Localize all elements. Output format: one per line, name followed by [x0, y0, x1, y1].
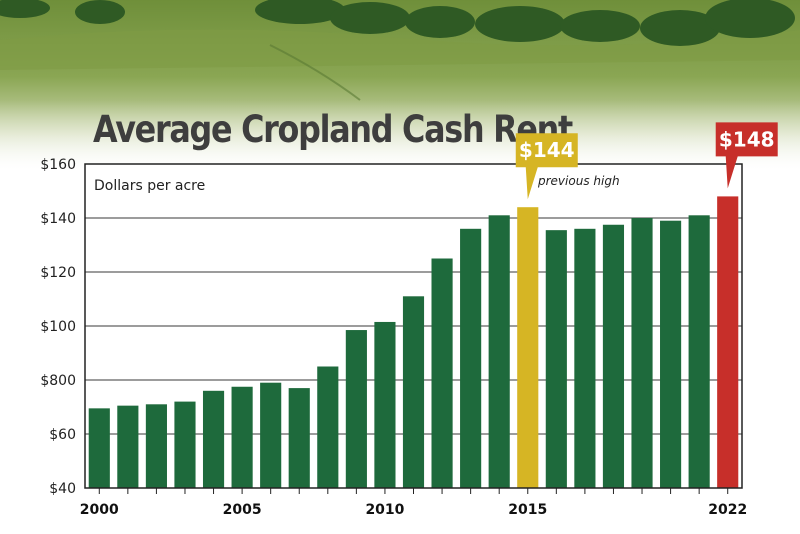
bar-2003: [174, 401, 196, 488]
bar-2020: [660, 220, 682, 488]
bar-2014: [488, 215, 510, 489]
bar-2011: [402, 296, 425, 488]
callout-2022: $148: [715, 122, 778, 189]
bar-2016: [545, 230, 567, 488]
bar-2017: [574, 228, 596, 489]
bar-2021: [688, 215, 710, 489]
y-tick-label: $120: [40, 265, 76, 281]
callout-box: [715, 122, 778, 189]
callout-note: previous high: [537, 174, 620, 188]
bar-2006: [260, 382, 282, 488]
bar-2004: [202, 390, 225, 488]
bar-2012: [431, 258, 453, 488]
bar-2000: [88, 408, 110, 488]
y-axis-label: Dollars per acre: [94, 178, 205, 194]
y-tick-label: $800: [40, 373, 76, 389]
bar-2018: [602, 224, 625, 488]
bar-2013: [460, 228, 482, 489]
chart-title: Average Cropland Cash Rent: [93, 108, 573, 151]
x-tick-label: 2000: [80, 502, 119, 518]
y-tick-label: $60: [49, 427, 76, 443]
bar-2005: [231, 386, 253, 488]
callout-2015: $144: [515, 133, 578, 200]
bar-2008: [317, 366, 339, 488]
bar-2001: [117, 405, 139, 488]
bar-2022: [717, 196, 739, 488]
x-tick-label: 2022: [708, 502, 747, 518]
callout-label: $148: [719, 127, 775, 151]
bar-2010: [374, 321, 396, 488]
y-tick-label: $160: [40, 157, 76, 173]
y-tick-label: $40: [49, 481, 76, 497]
y-tick-label: $140: [40, 211, 76, 227]
bar-2002: [145, 404, 167, 488]
bar-2007: [288, 388, 310, 488]
x-tick-label: 2010: [365, 502, 404, 518]
x-tick-label: 2005: [223, 502, 262, 518]
bar-2015: [517, 207, 539, 488]
y-tick-label: $100: [40, 319, 76, 335]
callout-label: $144: [519, 138, 575, 162]
bar-2019: [631, 218, 653, 488]
bar-2009: [345, 330, 367, 488]
x-tick-label: 2015: [508, 502, 547, 518]
callout-box: [515, 133, 578, 200]
